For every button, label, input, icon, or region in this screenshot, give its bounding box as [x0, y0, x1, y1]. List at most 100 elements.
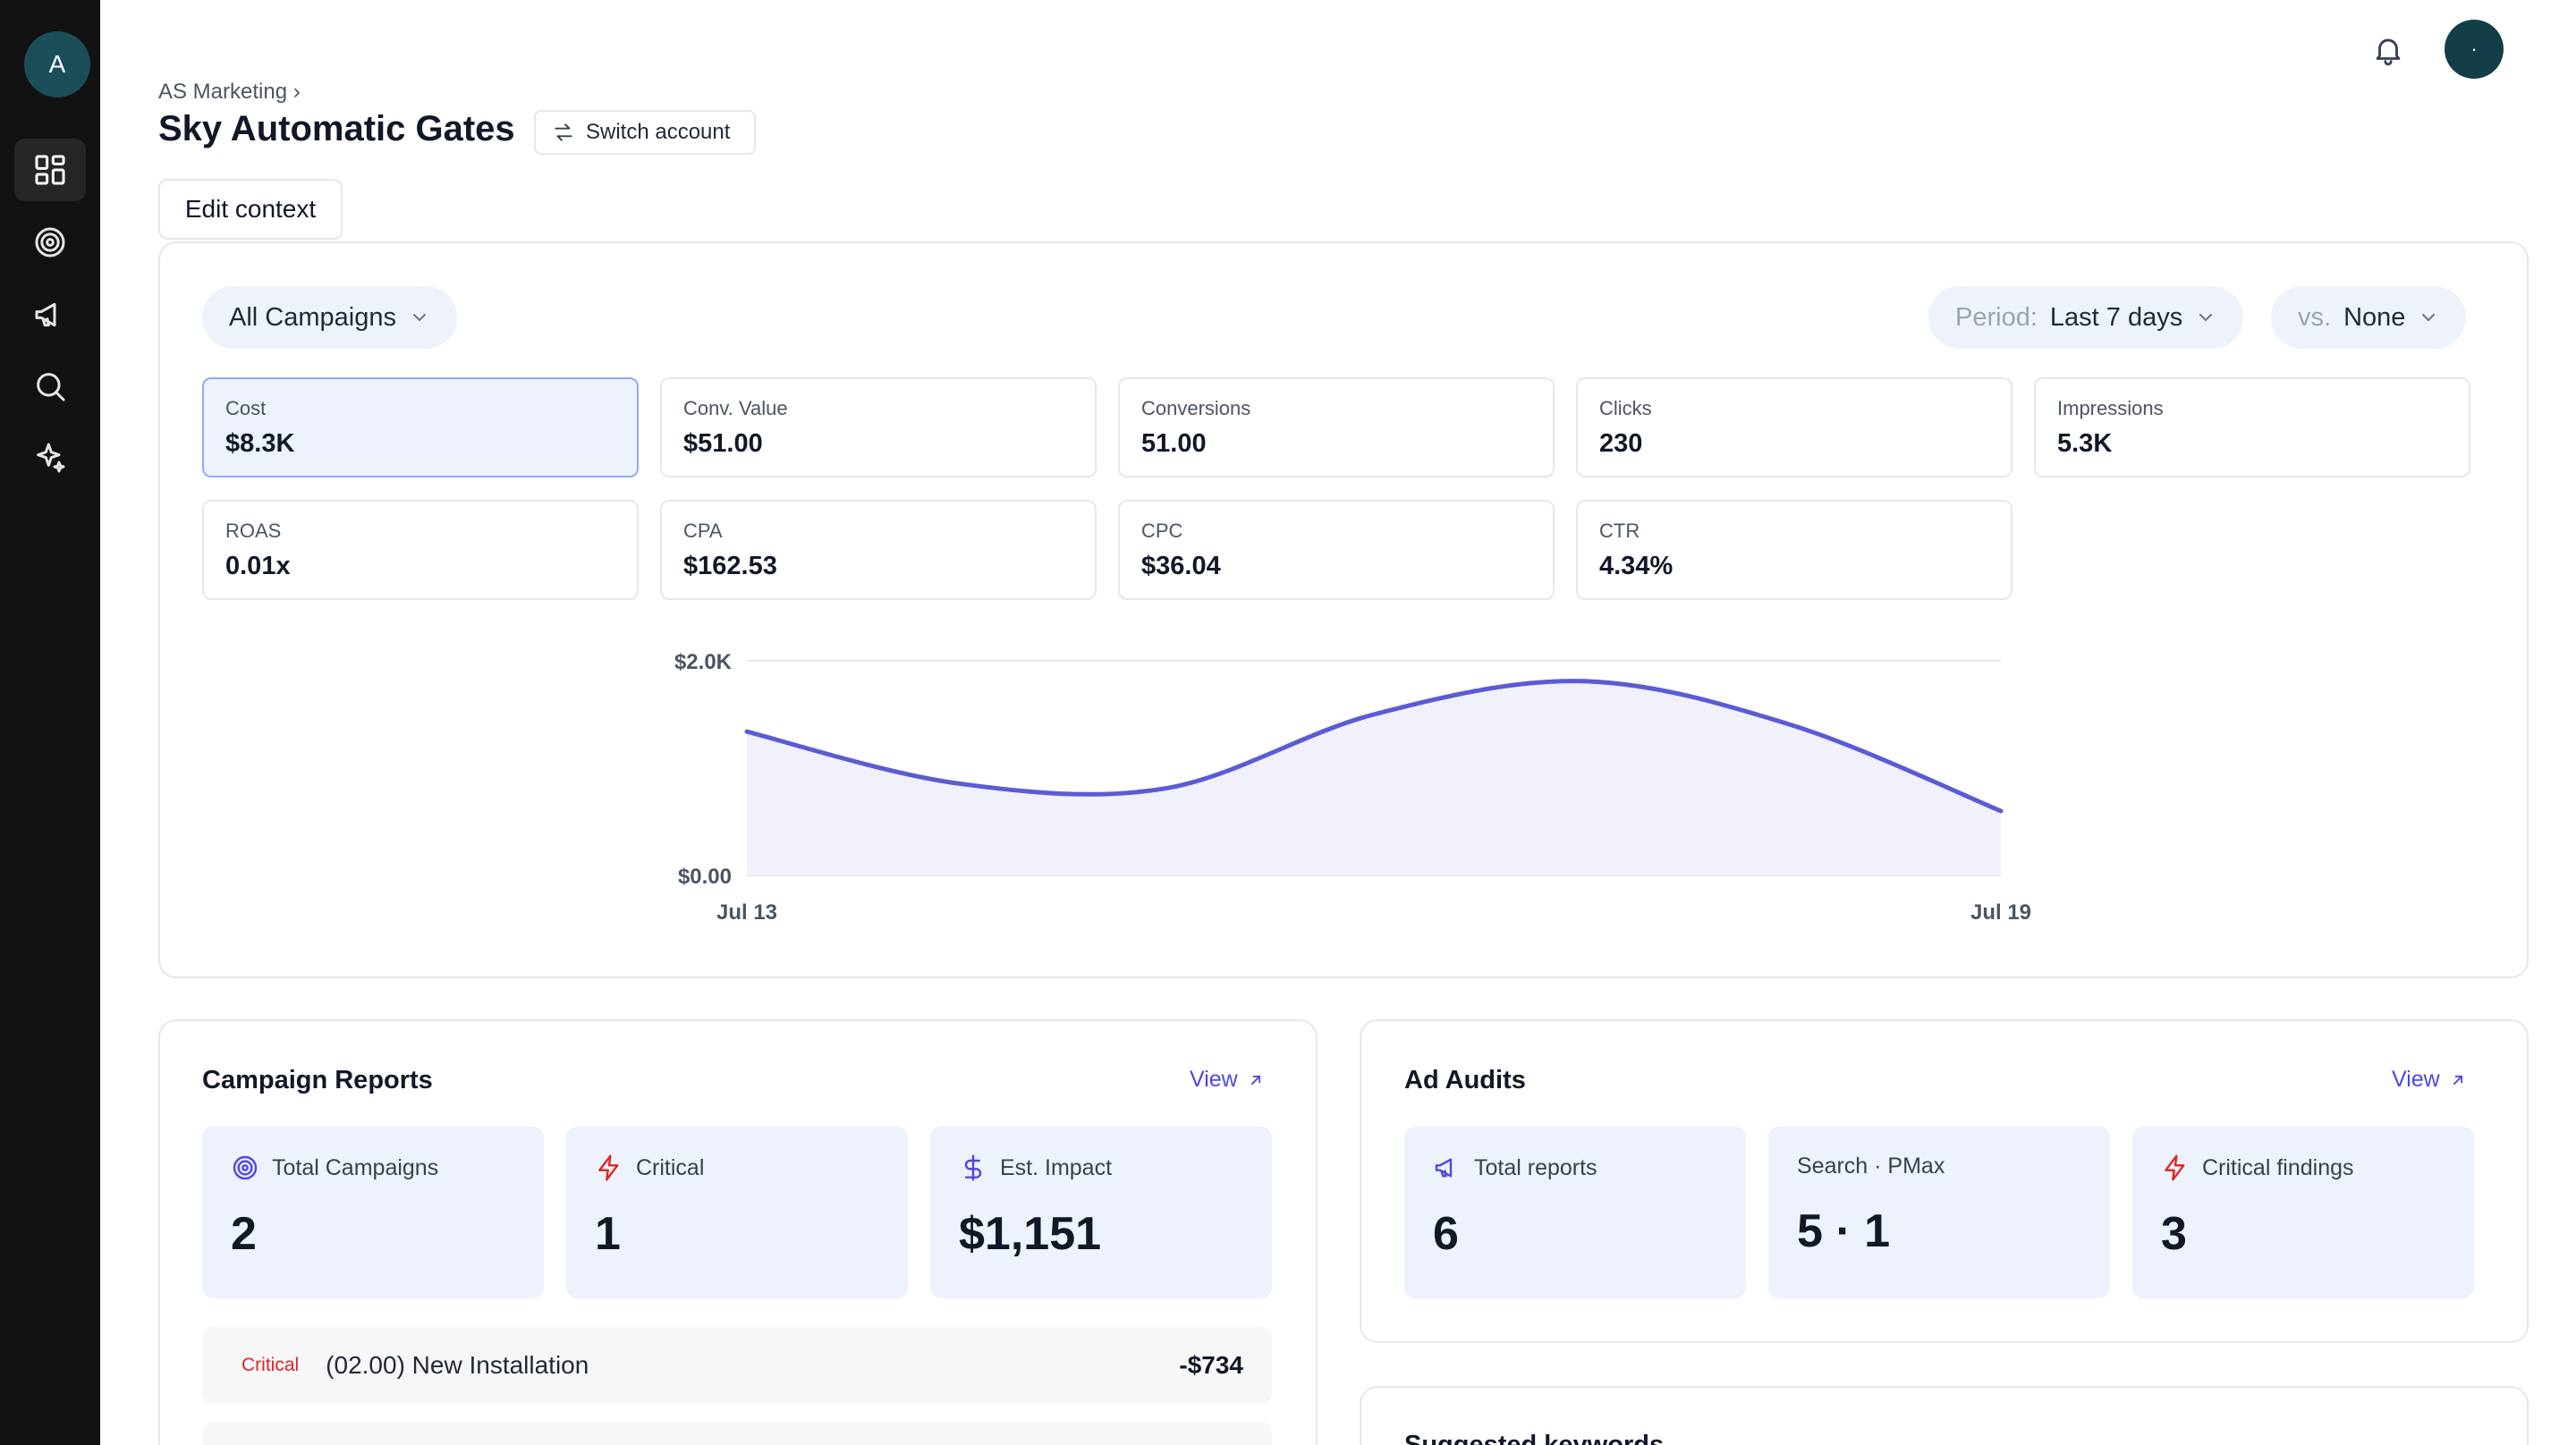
workspace-avatar[interactable]: A: [24, 31, 90, 97]
sidebar-item-dashboard[interactable]: [14, 139, 86, 201]
view-link-label: View: [2392, 1067, 2440, 1092]
metric-value: $162.53: [683, 552, 777, 580]
lightning-icon: [598, 1154, 619, 1181]
stat-label: Search · PMax: [1797, 1153, 1945, 1179]
megaphone-icon: [1435, 1158, 1453, 1178]
arrow-up-right-icon: [2453, 1075, 2462, 1085]
metric-card-cpc[interactable]: CPC $36.04: [1118, 500, 1555, 600]
metric-value: 51.00: [1141, 429, 1207, 458]
compare-value: None: [2343, 302, 2406, 332]
report-row[interactable]: Critical (02.00) New Installation -$734: [202, 1327, 1272, 1404]
stat-label: Est. Impact: [1000, 1154, 1113, 1180]
suggested-keywords-panel: [1360, 1386, 2529, 1445]
metric-card-ctr[interactable]: CTR 4.34%: [1576, 500, 2012, 600]
period-value: Last 7 days: [2049, 302, 2183, 332]
ad-audits-title: Ad Audits: [1404, 1066, 1526, 1094]
stat-critical-findings: Critical findings 3: [2132, 1127, 2474, 1298]
metric-value: 0.01x: [225, 552, 291, 580]
metric-label: Clicks: [1599, 397, 1652, 419]
metric-label: Cost: [225, 397, 267, 419]
campaign-select[interactable]: All Campaigns: [202, 286, 457, 349]
chevron-down-icon: [2422, 314, 2436, 322]
search-icon: [37, 373, 65, 401]
switch-account-label: Switch account: [586, 120, 731, 144]
lightning-icon: [2165, 1154, 2185, 1181]
target-icon: [233, 1155, 258, 1180]
stat-total-reports: Total reports 6: [1404, 1127, 1746, 1298]
compare-select[interactable]: vs. None: [2271, 286, 2467, 349]
stat-total-campaigns: Total Campaigns 2: [202, 1127, 544, 1298]
x-tick-label-end: Jul 19: [1970, 900, 2031, 925]
stat-value: 3: [2161, 1208, 2187, 1260]
metric-value: $8.3K: [225, 429, 295, 458]
swap-arrows-icon: [555, 123, 572, 141]
ad-audits-view-link[interactable]: View: [2392, 1067, 2467, 1093]
view-link-label: View: [1190, 1067, 1238, 1092]
stat-label: Critical findings: [2202, 1154, 2354, 1180]
chart-area-fill: [747, 680, 2001, 875]
sidebar-item-campaigns[interactable]: [14, 283, 86, 346]
notifications-button[interactable]: [2367, 29, 2410, 72]
arrow-up-right-icon: [1250, 1075, 1260, 1085]
campaign-reports-view-link[interactable]: View: [1190, 1067, 1265, 1093]
metric-card-conv-value[interactable]: Conv. Value $51.00: [660, 377, 1097, 477]
edit-context-button[interactable]: Edit context: [158, 179, 343, 240]
breadcrumb[interactable]: AS Marketing ›: [158, 80, 301, 104]
y-tick-label-bottom: $0.00: [678, 865, 732, 889]
report-campaign-name: (02.00) New Installation: [326, 1351, 589, 1379]
compare-label: vs.: [2298, 302, 2332, 332]
metric-label: CTR: [1599, 520, 1640, 542]
metric-card-clicks[interactable]: Clicks 230: [1576, 377, 2012, 477]
megaphone-icon: [35, 302, 56, 327]
cost-trend-chart: $2.0K $0.00 Jul 13 Jul 19: [674, 650, 2031, 925]
target-icon: [35, 227, 65, 258]
metric-card-roas[interactable]: ROAS 0.01x: [202, 500, 639, 600]
suggested-keywords-title: Suggested keywords: [1404, 1431, 1665, 1445]
sidebar-item-ai[interactable]: [14, 427, 86, 489]
chevron-down-icon: [412, 314, 426, 322]
metric-value: 5.3K: [2057, 429, 2113, 458]
metric-card-cost[interactable]: Cost $8.3K: [202, 377, 639, 477]
user-avatar[interactable]: ·: [2445, 20, 2504, 79]
stat-label: Total Campaigns: [272, 1154, 439, 1180]
stat-value: $1,151: [959, 1208, 1102, 1260]
period-select[interactable]: Period: Last 7 days: [1928, 286, 2244, 349]
sidebar: A: [0, 0, 100, 1445]
metric-card-impressions[interactable]: Impressions 5.3K: [2034, 377, 2470, 477]
stat-label: Critical: [636, 1154, 705, 1180]
metric-card-cpa[interactable]: CPA $162.53: [660, 500, 1097, 600]
metric-label: Conversions: [1141, 397, 1251, 419]
stat-critical: Critical 1: [566, 1127, 908, 1298]
dollar-icon: [964, 1154, 982, 1181]
metric-label: Conv. Value: [683, 397, 788, 419]
report-amount: -$734: [1179, 1351, 1243, 1379]
metric-value: 4.34%: [1599, 552, 1674, 580]
stat-value: 2: [231, 1208, 257, 1260]
stat-value: 1: [595, 1208, 621, 1260]
sparkles-icon: [37, 443, 65, 473]
sidebar-item-goals[interactable]: [14, 211, 86, 274]
y-tick-label-top: $2.0K: [674, 650, 733, 674]
metric-value: 230: [1599, 429, 1643, 458]
x-tick-label-start: Jul 13: [716, 900, 777, 925]
stat-est-impact: Est. Impact $1,151: [930, 1127, 1272, 1298]
metric-label: Impressions: [2057, 397, 2164, 419]
stat-value: 6: [1433, 1208, 1459, 1260]
period-label: Period:: [1955, 302, 2038, 332]
campaign-select-value: All Campaigns: [229, 302, 396, 332]
sidebar-item-search[interactable]: [14, 355, 86, 418]
metric-value: $51.00: [683, 429, 763, 458]
status-badge: Critical: [242, 1355, 300, 1375]
campaign-reports-title: Campaign Reports: [202, 1066, 433, 1094]
metric-label: CPA: [683, 520, 723, 542]
metric-value: $36.04: [1141, 552, 1221, 580]
bell-icon: [2376, 38, 2401, 66]
stat-search-pmax: Search · PMax 5 · 1: [1768, 1127, 2110, 1298]
page-title: Sky Automatic Gates: [158, 109, 515, 148]
stat-label: Total reports: [1474, 1154, 1597, 1180]
metric-label: CPC: [1141, 520, 1183, 542]
switch-account-button[interactable]: Switch account: [534, 110, 756, 155]
dashboard-icon: [35, 155, 65, 185]
report-row[interactable]: [202, 1422, 1272, 1445]
metric-card-conversions[interactable]: Conversions 51.00: [1118, 377, 1555, 477]
